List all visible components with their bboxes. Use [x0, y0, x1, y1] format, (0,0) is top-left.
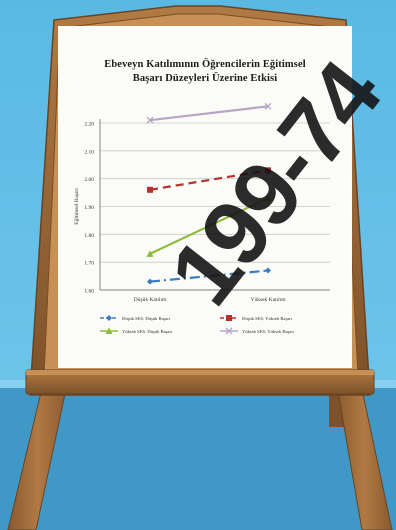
y-tick-label: 1.60: [84, 289, 94, 295]
series-line: [149, 269, 269, 283]
data-point: [105, 327, 113, 334]
y-tick-label: 1.70: [84, 261, 94, 267]
chart-title-line-1: Ebeveyn Katılımının Öğrencilerin Eğitims…: [104, 59, 306, 70]
chart-paper: [58, 26, 352, 368]
y-tick-label: 2.20: [84, 122, 94, 128]
grid-layer: [100, 122, 330, 291]
legend-label: Yüksek SES, Düşük Başarı: [122, 329, 173, 335]
data-point: [147, 186, 153, 193]
legend-entry: Düşük SES, Düşük Başarı: [100, 315, 171, 322]
chart-title-line-2: Başarı Düzeyleri Üzerine Etkisi: [132, 73, 278, 84]
y-tick-label: 2.00: [84, 177, 94, 183]
series-line: [149, 197, 269, 255]
data-point: [226, 315, 232, 321]
legend-entry: Yüksek SES, Yüksek Başarı: [220, 327, 295, 335]
data-point: [106, 315, 112, 321]
data-point: [147, 278, 153, 285]
data-point-stroke: [225, 327, 233, 335]
series-2: [147, 167, 271, 193]
x-tick-label: Düşük Katılım: [134, 297, 167, 303]
data-point: [146, 250, 154, 257]
legend-layer: Düşük SES, Düşük Başarı Düşük SES, Yüksek…: [100, 315, 295, 335]
y-tick-label: 2.10: [84, 149, 94, 155]
axis-layer: 1.60 1.70 1.80 1.90 2.00 2.10 2.20 Eğitimsel Ba…: [73, 119, 330, 303]
data-point: [146, 116, 154, 124]
series-line: [149, 169, 269, 191]
legend-entry: Yüksek SES, Düşük Başarı: [100, 327, 173, 335]
series-1: [147, 267, 271, 285]
data-point-stroke: [264, 102, 272, 110]
legend-label: Düşük SES, Yüksek Başarı: [242, 316, 293, 322]
series-layer: [146, 102, 272, 285]
y-axis-label: Eğitimsel Başarı: [73, 188, 80, 225]
easel-ledge-top: [26, 370, 374, 375]
legend-label: Düşük SES, Düşük Başarı: [122, 316, 171, 322]
x-tick-label: Yüksek Katılım: [251, 297, 287, 303]
data-point-stroke: [146, 116, 154, 124]
series-3: [146, 194, 272, 257]
y-tick-label: 1.90: [84, 205, 94, 211]
legend-label: Yüksek SES, Yüksek Başarı: [242, 329, 295, 335]
legend-entry: Düşük SES, Yüksek Başarı: [220, 315, 293, 322]
data-point: [225, 327, 233, 335]
data-point: [264, 102, 272, 110]
series-line: [149, 105, 269, 122]
data-point: [265, 267, 271, 274]
data-point: [264, 194, 272, 202]
chart-title: Ebeveyn Katılımının Öğrencilerin Eğitims…: [60, 58, 350, 86]
data-point: [265, 167, 271, 174]
series-4: [146, 102, 272, 124]
y-tick-label: 1.80: [84, 233, 94, 239]
